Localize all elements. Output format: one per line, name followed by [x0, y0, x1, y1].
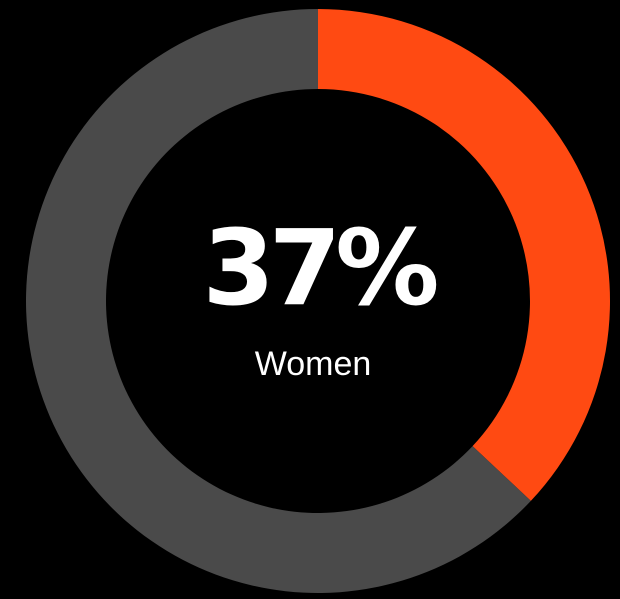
- center-category-label: Women: [255, 345, 372, 383]
- donut-slice-women: [318, 9, 610, 501]
- donut-slice-remainder: [25, 9, 531, 593]
- center-percentage-value: 37%: [203, 207, 437, 329]
- donut-slices: [25, 9, 610, 593]
